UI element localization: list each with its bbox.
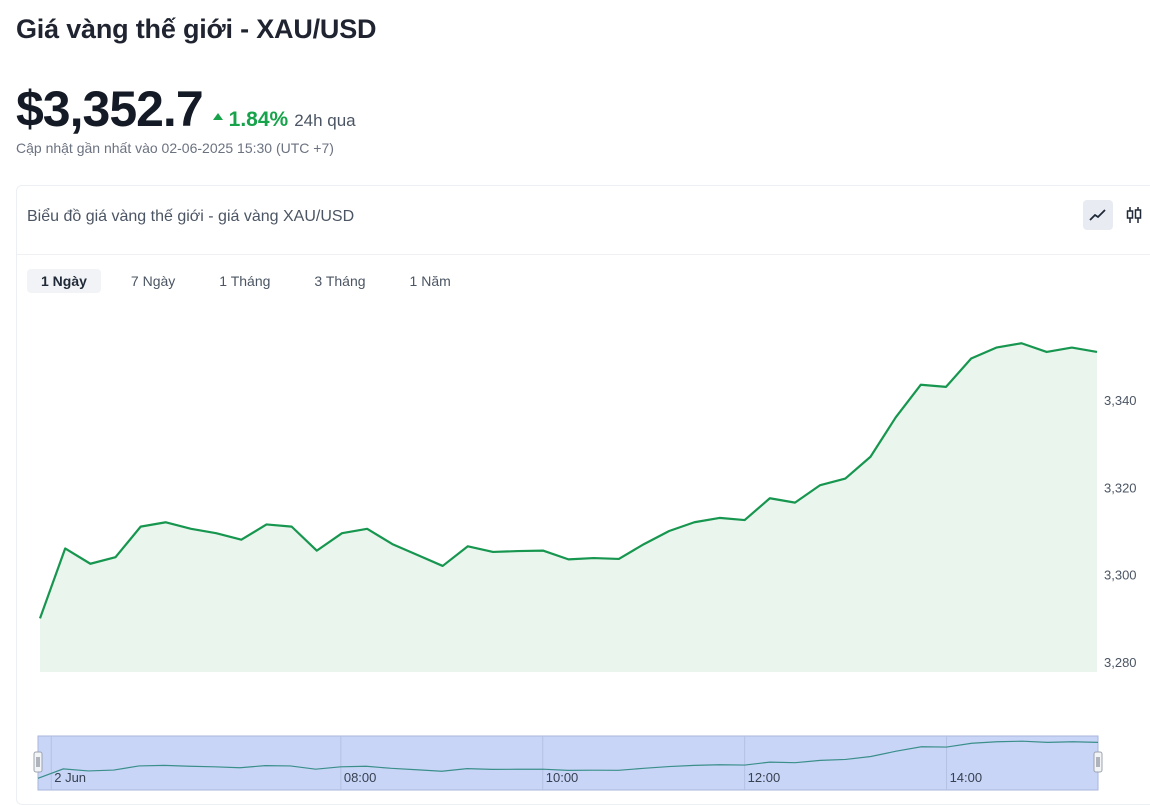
y-tick-label: 3,300 bbox=[1104, 568, 1137, 583]
navigator-time-label: 10:00 bbox=[546, 770, 579, 785]
navigator-time-label: 08:00 bbox=[344, 770, 377, 785]
navigator-right-handle[interactable] bbox=[1094, 752, 1102, 772]
navigator-time-label: 2 Jun bbox=[54, 770, 86, 785]
y-tick-label: 3,340 bbox=[1104, 393, 1137, 408]
y-tick-label: 3,320 bbox=[1104, 480, 1137, 495]
price-area bbox=[40, 343, 1097, 672]
navigator-left-handle[interactable] bbox=[34, 752, 42, 772]
navigator-time-label: 14:00 bbox=[950, 770, 983, 785]
navigator-time-label: 12:00 bbox=[748, 770, 781, 785]
y-tick-label: 3,280 bbox=[1104, 655, 1137, 670]
